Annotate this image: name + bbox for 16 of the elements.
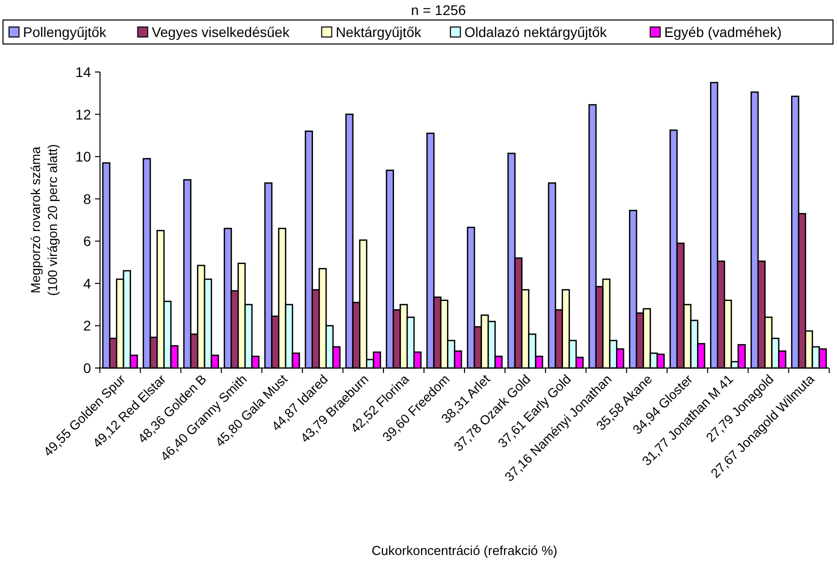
y-tick-label: 14	[75, 64, 92, 80]
y-tick-label: 2	[83, 318, 92, 334]
y-axis-title: Megporzó rovarok száma (100 virágon 20 perc alatt)	[28, 144, 60, 296]
y-tick-label: 8	[83, 190, 92, 207]
x-axis-title: Cukorkoncentráció (refrakció %)	[372, 543, 558, 558]
legend-label: Pollengyűjtők	[23, 24, 108, 40]
legend-label: Nektárgyűjtők	[336, 24, 422, 40]
y-tick-label: 10	[75, 148, 92, 165]
legend-label: Vegyes viselkedésűek	[152, 24, 290, 40]
y-tick-label: 6	[83, 233, 92, 250]
legend-label: Oldalazó nektárgyűjtők	[464, 24, 608, 40]
chart-title: n = 1256	[411, 2, 466, 18]
y-tick-label: 12	[75, 106, 92, 122]
y-tick-label: 0	[83, 360, 92, 376]
y-tick-label: 4	[83, 275, 92, 292]
legend-label: Egyéb (vadméhek)	[664, 24, 782, 40]
